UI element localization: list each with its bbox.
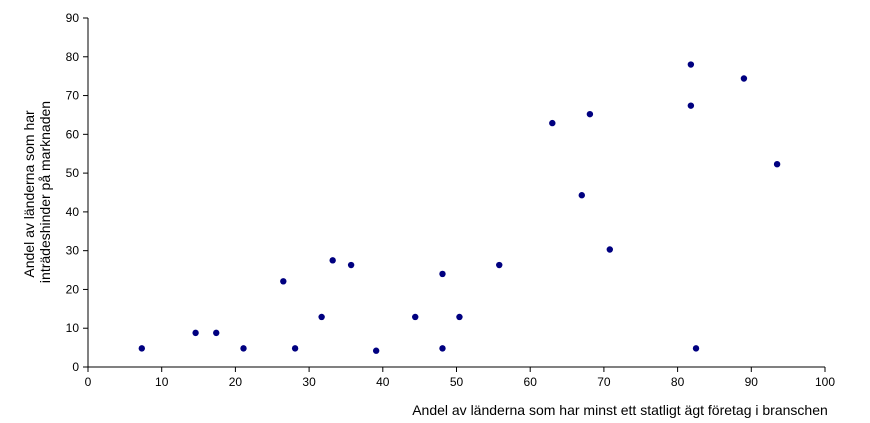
y-tick-label: 70 [66, 89, 80, 103]
data-point [372, 347, 380, 354]
x-tick-label: 90 [745, 375, 759, 389]
data-point [586, 110, 594, 118]
data-point [329, 257, 336, 264]
data-points [138, 61, 781, 354]
data-point [549, 119, 556, 127]
data-point [578, 192, 585, 199]
data-point [496, 261, 503, 269]
data-point [687, 61, 695, 68]
x-tick-label: 80 [671, 375, 685, 389]
x-tick-label: 60 [524, 375, 538, 389]
data-point [740, 75, 748, 82]
data-point [773, 160, 781, 168]
data-point [439, 270, 446, 278]
y-tick-label: 50 [66, 166, 80, 180]
data-point [213, 329, 220, 337]
x-tick-label: 30 [302, 375, 316, 389]
y-tick-label: 80 [66, 50, 80, 64]
data-point [138, 345, 146, 352]
y-axis-title-line-2: inträdeshinder på marknaden [37, 101, 53, 283]
x-tick-label: 40 [376, 375, 390, 389]
data-point [291, 345, 299, 352]
y-tick-label: 30 [66, 244, 80, 258]
y-tick-label: 90 [66, 11, 80, 25]
x-tick-label: 10 [155, 375, 169, 389]
x-tick-label: 70 [597, 375, 611, 389]
y-tick-label: 0 [72, 360, 79, 374]
x-axis-title: Andel av länderna som har minst ett stat… [412, 402, 828, 418]
axes: 0 10 20 30 40 50 60 70 80 90 100 0 10 20 30 40 50 60 70 80… [66, 11, 836, 389]
data-point [318, 313, 325, 321]
data-point [687, 102, 695, 109]
y-axis-ticks: 0 10 20 30 40 50 60 70 80 90 [66, 11, 88, 374]
x-axis-ticks: 0 10 20 30 40 50 60 70 80 90 100 [85, 367, 835, 389]
x-tick-label: 50 [450, 375, 464, 389]
data-point [347, 261, 355, 269]
x-tick-label: 100 [815, 375, 835, 389]
y-tick-label: 60 [66, 127, 80, 141]
data-point [240, 345, 247, 352]
data-point [456, 313, 463, 321]
y-tick-label: 20 [66, 282, 80, 296]
y-axis-title: Andel av länderna som har inträdeshinder… [21, 101, 53, 283]
y-tick-label: 40 [66, 205, 80, 219]
y-tick-label: 10 [66, 321, 80, 335]
data-point [192, 329, 199, 337]
data-point [439, 345, 446, 352]
data-point [412, 313, 419, 321]
data-point [692, 345, 700, 352]
data-point [280, 278, 287, 285]
x-tick-label: 0 [85, 375, 92, 389]
x-tick-label: 20 [229, 375, 243, 389]
data-point [606, 246, 613, 253]
y-axis-title-line-1: Andel av länderna som har [21, 110, 37, 278]
